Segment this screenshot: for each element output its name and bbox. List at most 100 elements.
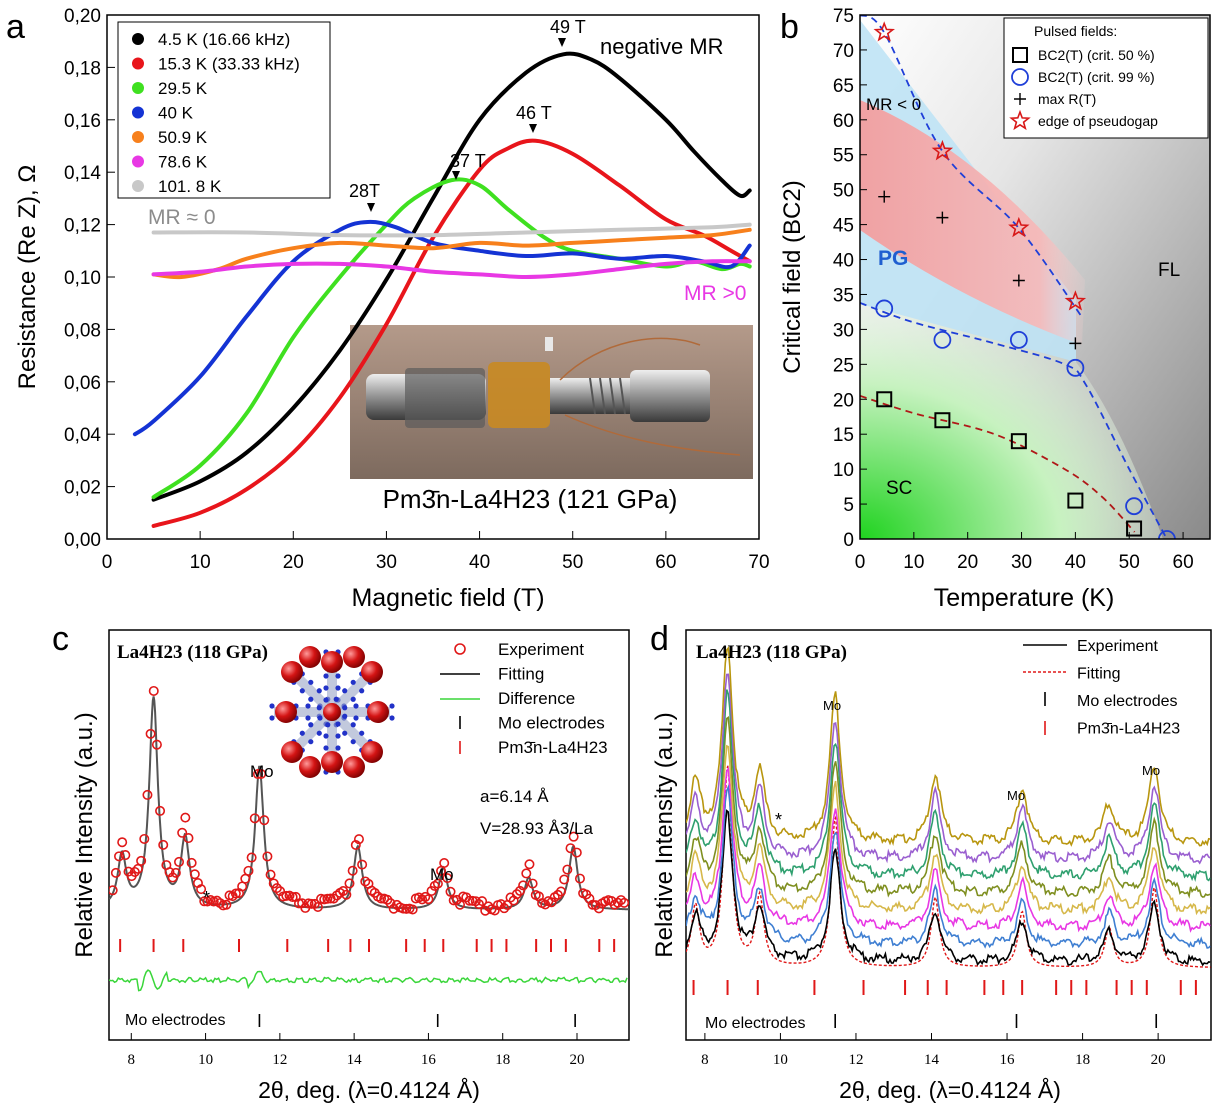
experiment-point <box>177 827 188 838</box>
experiment-point <box>259 815 270 826</box>
h-atom <box>323 673 329 679</box>
experiment-point <box>511 889 522 900</box>
experiment-point <box>246 852 257 863</box>
experiment-point <box>445 886 456 897</box>
h-atom <box>335 745 341 751</box>
experiment-line-d <box>686 715 1211 899</box>
legend-marker-a <box>132 180 144 192</box>
impurity-star-d: * <box>775 810 782 830</box>
experiment-point <box>199 896 210 907</box>
experiment-point <box>271 883 282 894</box>
h-atom <box>308 679 314 685</box>
experiment-point <box>344 878 355 889</box>
legend-label-d: Pm3̄n-La4H23 <box>1077 721 1180 738</box>
marker-plus <box>936 211 949 224</box>
experiment-point <box>249 813 260 824</box>
experiment-point <box>196 884 207 895</box>
x-tick-label-d: 14 <box>924 1052 940 1068</box>
legend-label-a: 50.9 K <box>158 128 208 147</box>
y-tick-label-b: 25 <box>833 355 854 376</box>
experiment-point <box>514 885 525 896</box>
experiment-point <box>489 905 500 916</box>
y-axis-label-c: Relative Intensity (a.u.) <box>71 712 98 957</box>
experiment-point <box>612 897 623 908</box>
title-d: La4H23 (118 GPa) <box>696 642 847 663</box>
legend-label-a: 40 K <box>158 104 194 123</box>
legend-label-c: Experiment <box>498 640 584 659</box>
x-tick-label-b: 60 <box>1173 552 1194 573</box>
h-atom <box>335 685 341 691</box>
markers-b <box>873 21 1176 539</box>
x-tick-label-a: 30 <box>376 552 397 573</box>
legend-label-a: 78.6 K <box>158 153 208 172</box>
experiment-point <box>562 864 573 875</box>
legend-marker-a <box>132 155 144 168</box>
x-tick-label-d: 16 <box>1000 1052 1016 1068</box>
peak-arrow-37 <box>452 171 460 180</box>
peak-arrow-28 <box>367 203 375 212</box>
la-atom <box>343 646 365 668</box>
experiment-point <box>385 898 396 909</box>
region-pg-red <box>860 100 1085 345</box>
experiment-point <box>145 728 156 739</box>
x-tick-label-d: 18 <box>1075 1052 1090 1068</box>
plot-frame-b <box>859 14 1211 540</box>
h-atom <box>353 715 359 721</box>
experiment-line-d <box>686 673 1211 865</box>
h-atom <box>305 703 311 709</box>
experiment-line-d <box>686 809 1211 967</box>
annotation-mr-zero: MR ≈ 0 <box>148 206 216 229</box>
legend-label-c: Pm3̄n-La4H23 <box>498 738 608 757</box>
legend-label-b: max R(T) <box>1038 91 1096 107</box>
la-atom <box>323 703 341 721</box>
experiment-point <box>164 867 175 878</box>
legend-label-a: 4.5 K (16.66 kHz) <box>158 30 290 49</box>
experiment-point <box>616 895 627 906</box>
region-label-pg: PG <box>878 247 908 270</box>
legend-label-c: Difference <box>498 689 575 708</box>
x-tick-label-b: 30 <box>1011 552 1032 573</box>
experiment-line-d <box>686 744 1211 916</box>
experiment-point <box>357 859 368 870</box>
h-atom <box>308 722 314 728</box>
photo-caption: Pm3̄n-La4H23 (121 GPa) <box>383 484 678 514</box>
experiment-point <box>265 869 276 880</box>
h-atom <box>299 730 305 736</box>
experiment-point <box>281 890 292 901</box>
experiment-point <box>189 869 200 880</box>
y-tick-label-a: 0,12 <box>64 216 101 237</box>
marker-square <box>1067 492 1084 509</box>
marker-plus <box>1012 274 1025 287</box>
la-atom <box>299 646 321 668</box>
x-tick-label-a: 20 <box>283 552 304 573</box>
legend-label-a: 101. 8 K <box>158 177 222 196</box>
h-atom <box>335 673 341 679</box>
y-tick-label-a: 0,04 <box>64 425 101 446</box>
experiment-point <box>110 867 121 878</box>
mo-electrodes-label-c: Mo electrodes <box>125 1012 226 1029</box>
experiment-point <box>559 874 570 885</box>
mo-peak-label-c1: Mo <box>250 762 274 781</box>
h-atom <box>335 721 341 727</box>
y-tick-label-b: 45 <box>833 216 854 237</box>
h-atom <box>317 715 323 721</box>
peak-label-46: 46 T <box>516 103 552 123</box>
experiment-point <box>142 789 153 800</box>
x-tick-label-a: 60 <box>655 552 676 573</box>
annotation-mr-positive: MR >0 <box>684 282 746 305</box>
x-tick-label-d: 12 <box>848 1052 863 1068</box>
legend-label-b: BC2(T) (crit. 50 %) <box>1038 47 1155 63</box>
legend-title-b: Pulsed fields: <box>1034 23 1117 39</box>
h-atom <box>342 730 348 736</box>
y-tick-label-b: 50 <box>833 181 854 202</box>
experiment-point <box>619 897 629 908</box>
experiment-point <box>556 886 567 897</box>
y-tick-label-b: 70 <box>833 41 854 62</box>
y-tick-label-b: 10 <box>833 460 854 481</box>
legend-label-a: 29.5 K <box>158 79 208 98</box>
experiment-point <box>442 873 453 884</box>
h-atom <box>350 679 356 685</box>
la-atom <box>361 661 383 683</box>
marker-square <box>1126 520 1143 537</box>
x-tick-label-a: 40 <box>469 552 490 573</box>
